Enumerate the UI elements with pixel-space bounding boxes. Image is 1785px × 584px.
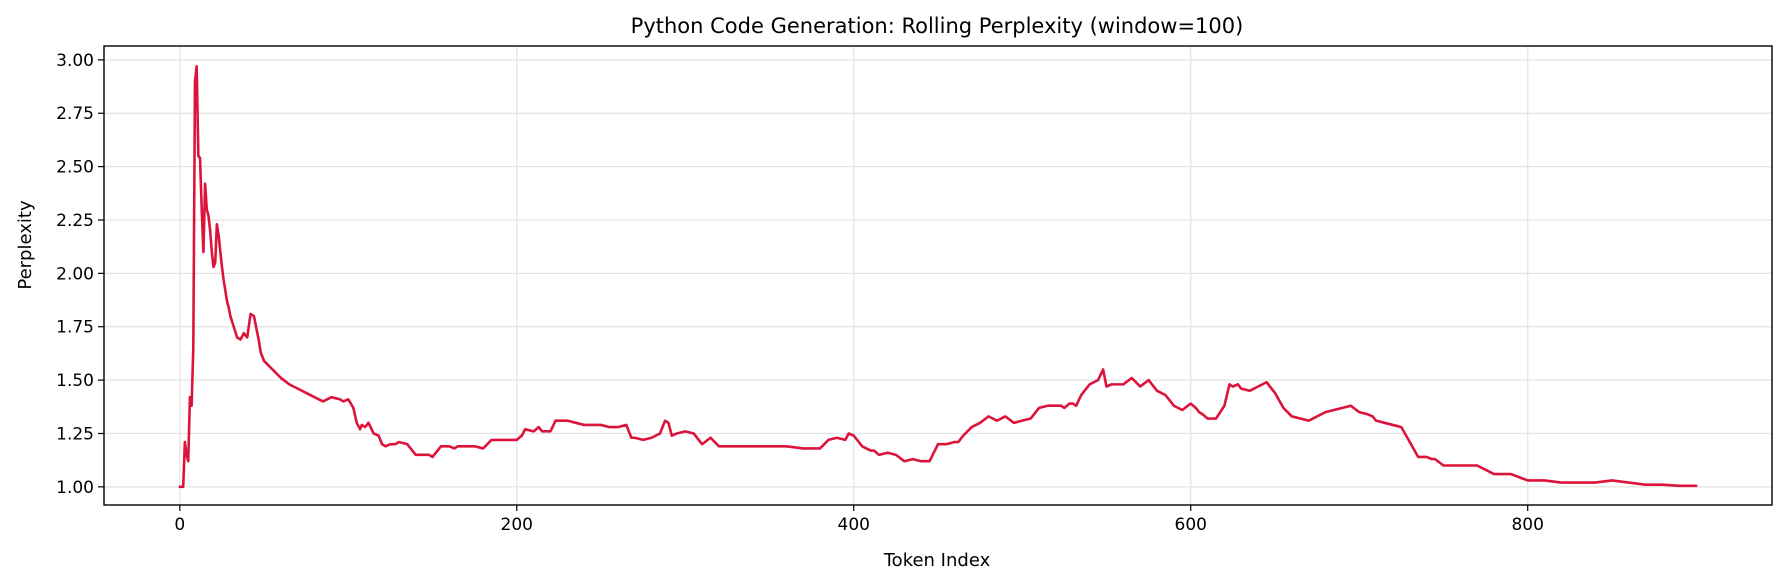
x-tick-label: 800 xyxy=(1511,515,1543,535)
y-tick-label: 1.75 xyxy=(56,318,94,338)
y-tick-label: 2.00 xyxy=(56,264,94,284)
series-layer xyxy=(178,64,1698,489)
x-tick-label: 400 xyxy=(838,515,870,535)
y-tick-label: 1.50 xyxy=(56,371,94,391)
y-tick-label: 2.50 xyxy=(56,158,94,178)
y-tick-label: 2.75 xyxy=(56,104,94,124)
y-tick-label: 1.00 xyxy=(56,478,94,498)
grid xyxy=(104,46,1772,505)
y-tick-label: 1.25 xyxy=(56,424,94,444)
plot-frame xyxy=(103,45,1773,506)
chart-title: Python Code Generation: Rolling Perplexi… xyxy=(631,14,1244,38)
y-tick-label: 3.00 xyxy=(56,51,94,71)
series-line-rolling-perplexity xyxy=(178,64,1698,489)
x-tick-label: 200 xyxy=(501,515,533,535)
x-tick-label: 600 xyxy=(1175,515,1207,535)
y-axis-title: Perplexity xyxy=(15,200,36,290)
axes: 0 200 400 600 800 1.00 1.25 1.50 1.75 2.00 2.25 2.5… xyxy=(56,45,1773,535)
x-axis-title: Token Index xyxy=(883,550,991,571)
x-tick-label: 0 xyxy=(174,515,185,535)
y-tick-label: 2.25 xyxy=(56,211,94,231)
